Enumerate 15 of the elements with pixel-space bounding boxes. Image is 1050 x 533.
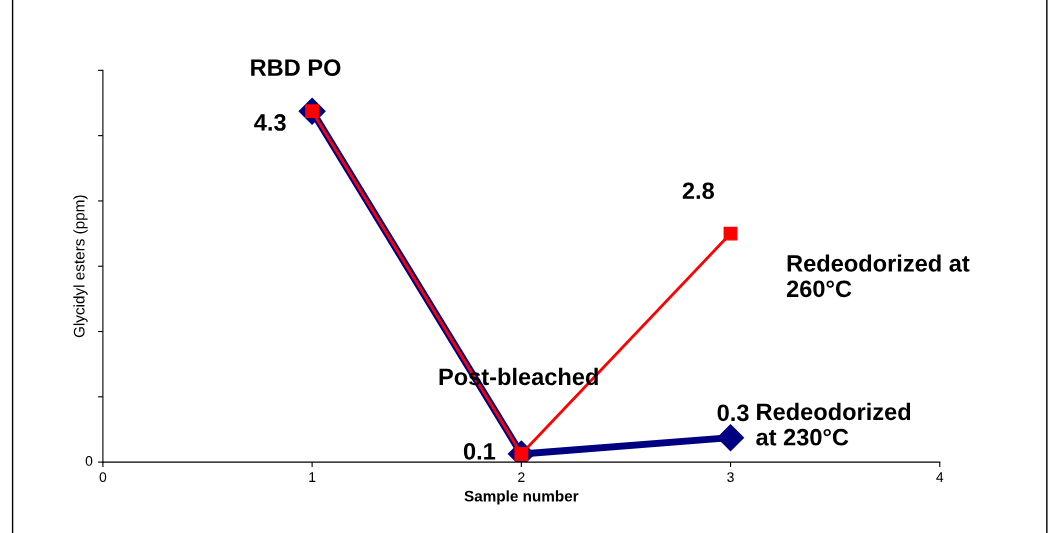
data-label: 0.3: [717, 404, 749, 422]
x-tick-label: 2: [518, 472, 525, 482]
data-label: 0.1: [463, 443, 496, 460]
data-label: 2.8: [682, 182, 715, 200]
x-tick-label: 1: [309, 472, 316, 482]
text: 0: [85, 456, 93, 466]
x-tick-label: 0: [99, 472, 107, 483]
annotation: Redeodorized at 260°C: [786, 254, 970, 298]
x-tick-label: 4: [936, 472, 944, 482]
x-tick-label: 3: [727, 472, 734, 483]
y-axis-title: Glycidyl esters (ppm): [73, 195, 88, 338]
data-label: 4.3: [254, 114, 286, 131]
annotation: RBD PO: [251, 59, 341, 76]
x-axis-title: Sample number: [464, 490, 579, 505]
annotation: Redeodorized at 230°C: [756, 402, 911, 446]
